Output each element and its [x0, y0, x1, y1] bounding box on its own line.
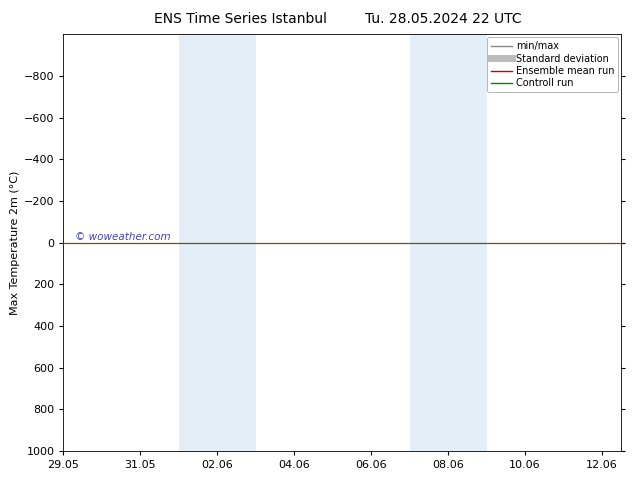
Y-axis label: Max Temperature 2m (°C): Max Temperature 2m (°C)	[10, 171, 20, 315]
Bar	[410, 34, 487, 451]
Bar	[179, 34, 256, 451]
Legend: min/max, Standard deviation, Ensemble mean run, Controll run: min/max, Standard deviation, Ensemble me…	[487, 37, 618, 92]
Text: © woweather.com: © woweather.com	[75, 232, 170, 243]
Text: Tu. 28.05.2024 22 UTC: Tu. 28.05.2024 22 UTC	[365, 12, 522, 26]
Text: ENS Time Series Istanbul: ENS Time Series Istanbul	[155, 12, 327, 26]
